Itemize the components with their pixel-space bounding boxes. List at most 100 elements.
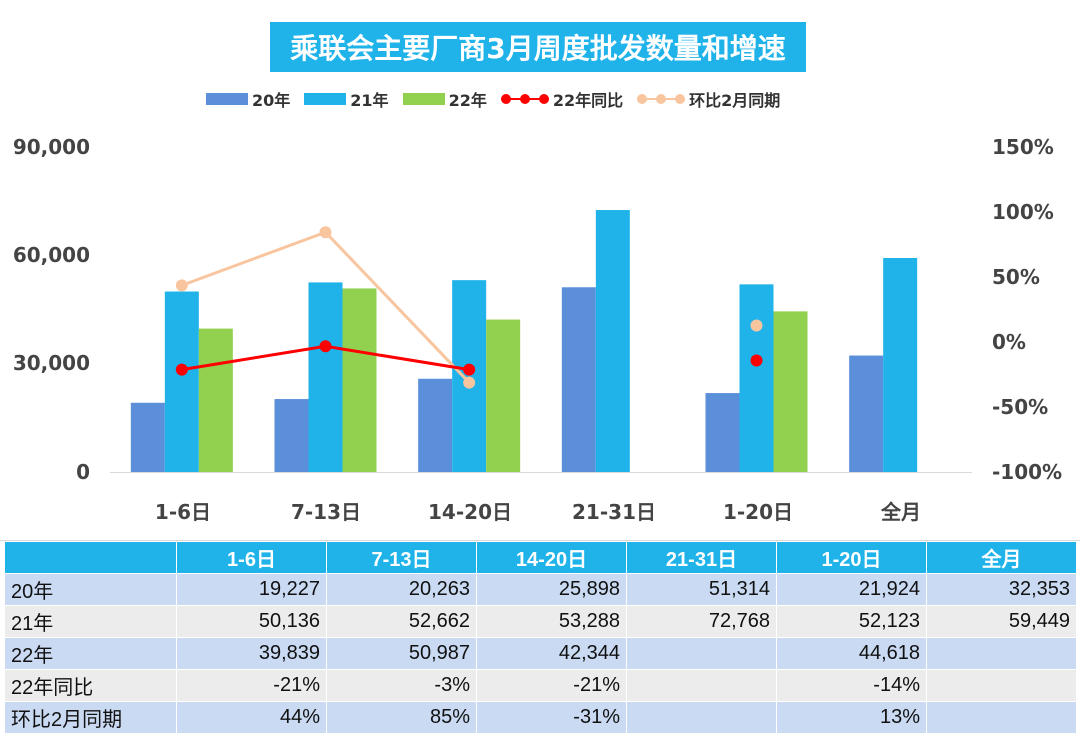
legend-item-mom: 环比2月同期 — [637, 87, 780, 111]
table-cell: 50,136 — [176, 605, 327, 638]
table-cell: -21% — [476, 669, 627, 702]
x-label-14-20: 14-20日 — [428, 500, 512, 524]
bar-22年-1-20日 — [773, 311, 808, 472]
point-环比2月同期-1-6日 — [175, 279, 188, 292]
bar-20年-全月 — [849, 355, 884, 472]
table-cell: 32,353 — [926, 573, 1077, 606]
table-cell: 21,924 — [776, 573, 927, 606]
legend-swatch-22 — [402, 93, 445, 105]
table-cell: 25,898 — [476, 573, 627, 606]
row-label: 22年 — [4, 637, 177, 670]
data-table: 1-6日 7-13日 14-20日 21-31日 1-20日 全月 20年 19… — [4, 541, 1077, 734]
legend-line-mom — [637, 92, 686, 106]
bar-21年-14-20日 — [452, 280, 487, 472]
bar-21年-1-20日 — [739, 284, 774, 472]
table-cell — [926, 669, 1077, 702]
right-axis-tick-neg50: -50% — [992, 395, 1049, 419]
x-label-1-20: 1-20日 — [722, 500, 794, 524]
legend-item-22: 22年 — [402, 87, 487, 111]
table-cell: 59,449 — [926, 605, 1077, 638]
table-header-cell: 全月 — [926, 541, 1077, 574]
table-cell: 52,662 — [326, 605, 477, 638]
table-cell: 72,768 — [626, 605, 777, 638]
table-header-cell: 1-20日 — [776, 541, 927, 574]
table-cell — [626, 701, 777, 734]
table-cell: 13% — [776, 701, 927, 734]
row-label: 20年 — [4, 573, 177, 606]
table-cell: 50,987 — [326, 637, 477, 670]
table-cell — [626, 669, 777, 702]
table-cell: 44% — [176, 701, 327, 734]
row-label: 21年 — [4, 605, 177, 638]
bar-20年-21-31日 — [561, 287, 596, 472]
legend-label-22: 22年 — [448, 91, 487, 110]
table-cell: 53,288 — [476, 605, 627, 638]
bar-20年-14-20日 — [418, 378, 453, 472]
plot-svg — [110, 210, 972, 473]
table-header-corner — [4, 541, 177, 574]
left-axis-tick-30000: 30,000 — [12, 351, 90, 375]
bar-21年-全月 — [883, 257, 918, 472]
x-label-7-13: 7-13日 — [290, 500, 362, 524]
table-header-cell: 14-20日 — [476, 541, 627, 574]
table-cell: -31% — [476, 701, 627, 734]
right-axis-tick-neg100: -100% — [992, 460, 1063, 484]
chart-area: 乘联会主要厂商3月周度批发数量和增速 20年 21年 22年 22年同比 — [0, 22, 1080, 541]
table-header-cell: 7-13日 — [326, 541, 477, 574]
bar-22年-1-6日 — [198, 328, 233, 472]
table-header-row: 1-6日 7-13日 14-20日 21-31日 1-20日 全月 — [4, 541, 1077, 574]
table-cell: 19,227 — [176, 573, 327, 606]
bar-22年-7-13日 — [342, 288, 377, 472]
table-row: 22年 39,839 50,987 42,344 44,618 — [4, 637, 1077, 670]
left-axis-tick-60000: 60,000 — [12, 243, 90, 267]
bar-21年-1-6日 — [164, 291, 199, 472]
table-row: 环比2月同期 44% 85% -31% 13% — [4, 701, 1077, 734]
legend-item-20: 20年 — [206, 87, 290, 111]
x-label-21-31: 21-31日 — [572, 500, 656, 524]
table-cell — [626, 637, 777, 670]
bar-20年-1-20日 — [705, 393, 740, 472]
x-label-full-month: 全月 — [881, 500, 921, 524]
table-header-cell: 1-6日 — [176, 541, 327, 574]
legend-label-yoy: 22年同比 — [552, 91, 624, 110]
row-label: 环比2月同期 — [4, 701, 177, 734]
chart-title: 乘联会主要厂商3月周度批发数量和增速 — [270, 22, 806, 72]
bar-22年-14-20日 — [486, 319, 521, 472]
bar-20年-7-13日 — [274, 399, 309, 472]
point-环比2月同期-1-20日 — [750, 319, 763, 332]
left-axis-tick-90000: 90,000 — [12, 135, 90, 159]
point-环比2月同期-7-13日 — [319, 226, 332, 239]
table-cell: 42,344 — [476, 637, 627, 670]
point-22年同比-14-20日 — [463, 363, 476, 376]
point-环比2月同期-14-20日 — [463, 376, 476, 389]
table-cell: 20,263 — [326, 573, 477, 606]
right-axis-tick-150: 150% — [992, 135, 1054, 159]
table-cell: 51,314 — [626, 573, 777, 606]
right-axis-tick-0: 0% — [992, 330, 1026, 354]
legend-item-yoy: 22年同比 — [500, 87, 624, 111]
bar-21年-21-31日 — [595, 210, 630, 472]
table-cell: 44,618 — [776, 637, 927, 670]
table-cell: -14% — [776, 669, 927, 702]
right-axis-tick-100: 100% — [992, 200, 1054, 224]
table-row: 20年 19,227 20,263 25,898 51,314 21,924 3… — [4, 573, 1077, 606]
table-cell: -3% — [326, 669, 477, 702]
row-label: 22年同比 — [4, 669, 177, 702]
left-axis-tick-0: 0 — [76, 460, 90, 484]
right-axis-tick-50: 50% — [992, 265, 1040, 289]
table-cell — [926, 637, 1077, 670]
legend-line-yoy — [500, 92, 549, 106]
table-row: 22年同比 -21% -3% -21% -14% — [4, 669, 1077, 702]
legend-label-mom: 环比2月同期 — [689, 91, 781, 110]
table-row: 21年 50,136 52,662 53,288 72,768 52,123 5… — [4, 605, 1077, 638]
table-cell: 52,123 — [776, 605, 927, 638]
table-cell — [926, 701, 1077, 734]
bar-21年-7-13日 — [308, 282, 343, 472]
legend-swatch-20 — [206, 93, 248, 105]
legend-label-20: 20年 — [252, 91, 291, 110]
point-22年同比-1-20日 — [750, 354, 763, 367]
chart-legend: 20年 21年 22年 22年同比 环比2月 — [206, 88, 794, 110]
table-cell: 39,839 — [176, 637, 327, 670]
point-22年同比-1-6日 — [175, 363, 188, 376]
legend-label-21: 21年 — [350, 91, 389, 110]
